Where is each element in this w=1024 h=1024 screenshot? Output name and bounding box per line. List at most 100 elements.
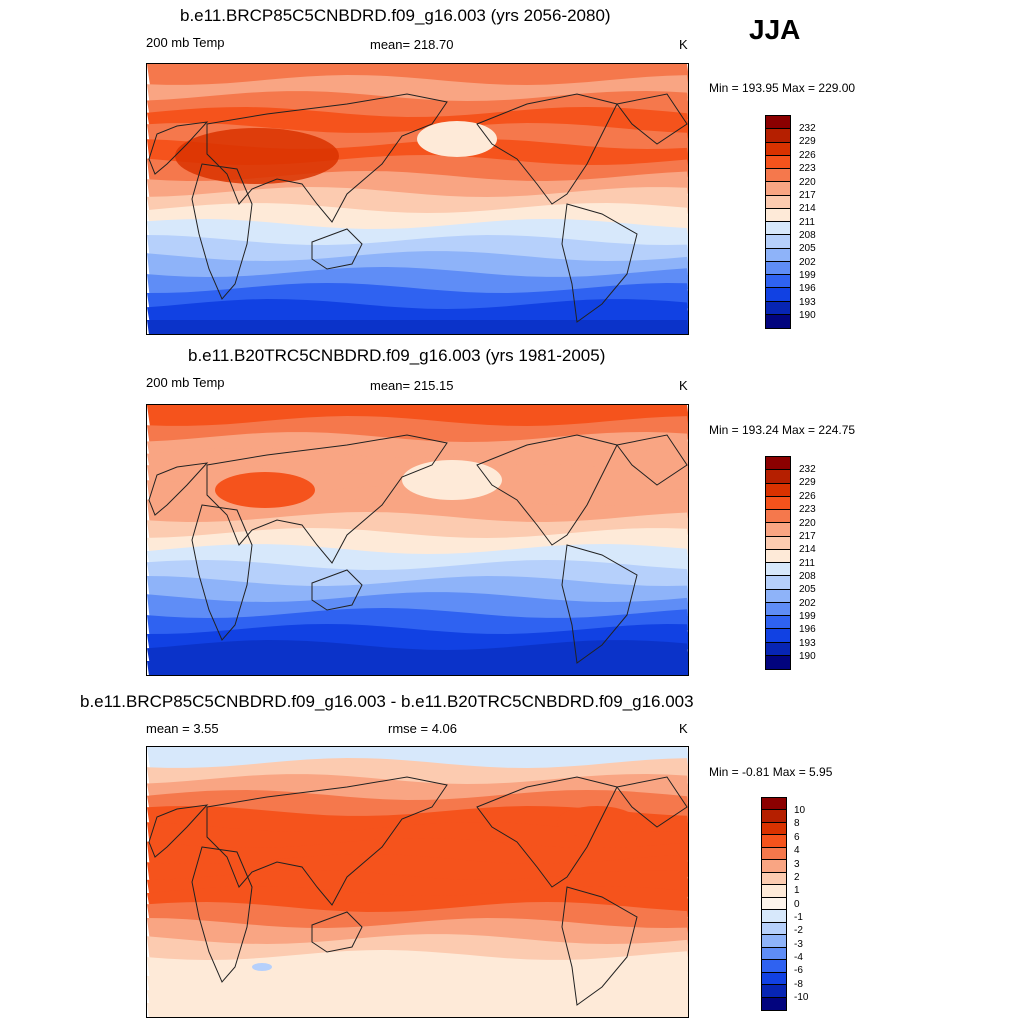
panel-1-minmax-label: Min = 193.95 Max = 229.00	[709, 81, 856, 95]
contour-band	[147, 870, 688, 902]
colorbar-tick-label: -1	[794, 912, 803, 923]
colorbar-tick-label: 208	[799, 230, 816, 241]
colorbar-swatch	[766, 510, 790, 524]
colorbar-tick-label: 214	[799, 203, 816, 214]
colorbar-tick-label: 226	[799, 491, 816, 502]
colorbar-tick-label: 232	[799, 123, 816, 134]
coastline	[561, 544, 638, 664]
panel-2-title: b.e11.B20TRC5CNBDRD.f09_g16.003 (yrs 198…	[188, 346, 606, 365]
coastline	[311, 569, 363, 611]
colorbar-swatch	[766, 288, 790, 302]
colorbar-tick-label: 205	[799, 584, 816, 595]
colorbar-swatch	[766, 642, 790, 656]
panel-1-variable-label: 200 mb Temp	[146, 35, 225, 50]
panel-1-mean-label: mean= 218.70	[370, 37, 454, 52]
colorbar-tick-label: 229	[799, 136, 816, 147]
panel-2-pacific-cool-patch	[402, 460, 502, 500]
colorbar-swatch	[766, 549, 790, 563]
panel-3-mean-label: mean = 3.55	[146, 721, 219, 736]
colorbar-swatch	[766, 314, 790, 328]
colorbar-swatch	[766, 616, 790, 630]
colorbar-tick-label: 214	[799, 544, 816, 555]
panel-2-colorbar	[765, 456, 791, 670]
colorbar-tick-label: 208	[799, 571, 816, 582]
coastline	[616, 93, 688, 145]
colorbar-swatch	[766, 655, 790, 669]
colorbar-tick-label: 199	[799, 270, 816, 281]
colorbar-swatch	[762, 872, 786, 886]
panel-1-pacific-cool-patch	[417, 121, 497, 157]
colorbar-tick-label: 226	[799, 150, 816, 161]
colorbar-swatch	[766, 235, 790, 249]
colorbar-swatch	[762, 810, 786, 823]
colorbar-swatch	[766, 301, 790, 315]
contour-band	[147, 1003, 688, 1017]
coastline	[616, 776, 688, 828]
panel-3-minmax-label: Min = -0.81 Max = 5.95	[709, 765, 833, 779]
colorbar-tick-label: 220	[799, 177, 816, 188]
colorbar-tick-label: 205	[799, 243, 816, 254]
panel-1-units-label: K	[679, 37, 688, 52]
colorbar-tick-label: 193	[799, 638, 816, 649]
coastline	[206, 434, 448, 564]
colorbar-swatch	[766, 470, 790, 484]
coastline	[476, 434, 618, 546]
colorbar-swatch	[766, 589, 790, 603]
coastline	[311, 228, 363, 270]
colorbar-swatch	[766, 563, 790, 577]
colorbar-tick-label: 196	[799, 283, 816, 294]
season-label: JJA	[749, 14, 801, 45]
panel-1-title: b.e11.BRCP85C5CNBDRD.f09_g16.003 (yrs 20…	[180, 6, 611, 25]
coastline	[561, 203, 638, 323]
colorbar-swatch	[762, 847, 786, 861]
colorbar-tick-label: 4	[794, 845, 800, 856]
coastline	[191, 846, 253, 983]
panel-1-contour-field	[147, 64, 688, 334]
colorbar-swatch	[762, 885, 786, 898]
colorbar-tick-label: 211	[799, 558, 815, 569]
coastline	[191, 163, 253, 300]
coastline	[476, 776, 618, 888]
panel-3-title: b.e11.BRCP85C5CNBDRD.f09_g16.003 - b.e11…	[80, 692, 694, 711]
colorbar-tick-label: 202	[799, 598, 816, 609]
colorbar-tick-label: -10	[794, 992, 809, 1003]
colorbar-tick-label: 232	[799, 464, 816, 475]
colorbar-swatch	[762, 910, 786, 923]
colorbar-swatch	[766, 496, 790, 510]
coastline	[311, 911, 363, 953]
panel-1-asia-warm-core	[175, 128, 339, 184]
colorbar-swatch	[762, 860, 786, 873]
colorbar-tick-label: 202	[799, 257, 816, 268]
panel-1-map	[146, 63, 689, 335]
colorbar-tick-label: 220	[799, 518, 816, 529]
colorbar-swatch	[766, 457, 790, 471]
colorbar-swatch	[766, 169, 790, 183]
coastline	[191, 504, 253, 641]
colorbar-tick-label: 1	[794, 885, 800, 896]
panel-3-map	[146, 746, 689, 1018]
colorbar-swatch	[766, 155, 790, 169]
panel-3-colorbar	[761, 797, 787, 1011]
colorbar-swatch	[766, 602, 790, 616]
coastline	[476, 93, 618, 205]
colorbar-tick-label: 229	[799, 477, 816, 488]
colorbar-tick-label: 190	[799, 310, 816, 321]
colorbar-tick-label: 6	[794, 832, 800, 843]
coastline	[148, 121, 209, 175]
panel-2-units-label: K	[679, 378, 688, 393]
colorbar-tick-label: 8	[794, 818, 800, 829]
colorbar-swatch	[766, 182, 790, 196]
colorbar-tick-label: 217	[799, 531, 816, 542]
panel-3-southern-cool-spot	[252, 963, 272, 971]
colorbar-swatch	[766, 248, 790, 262]
colorbar-swatch	[766, 208, 790, 222]
contour-band	[147, 320, 688, 334]
colorbar-swatch	[766, 523, 790, 537]
colorbar-tick-label: 3	[794, 859, 800, 870]
colorbar-swatch	[762, 822, 786, 836]
panel-1-colorbar	[765, 115, 791, 329]
contour-band	[147, 822, 688, 854]
colorbar-swatch	[762, 935, 786, 948]
coastline	[561, 886, 638, 1006]
coastline	[616, 434, 688, 486]
